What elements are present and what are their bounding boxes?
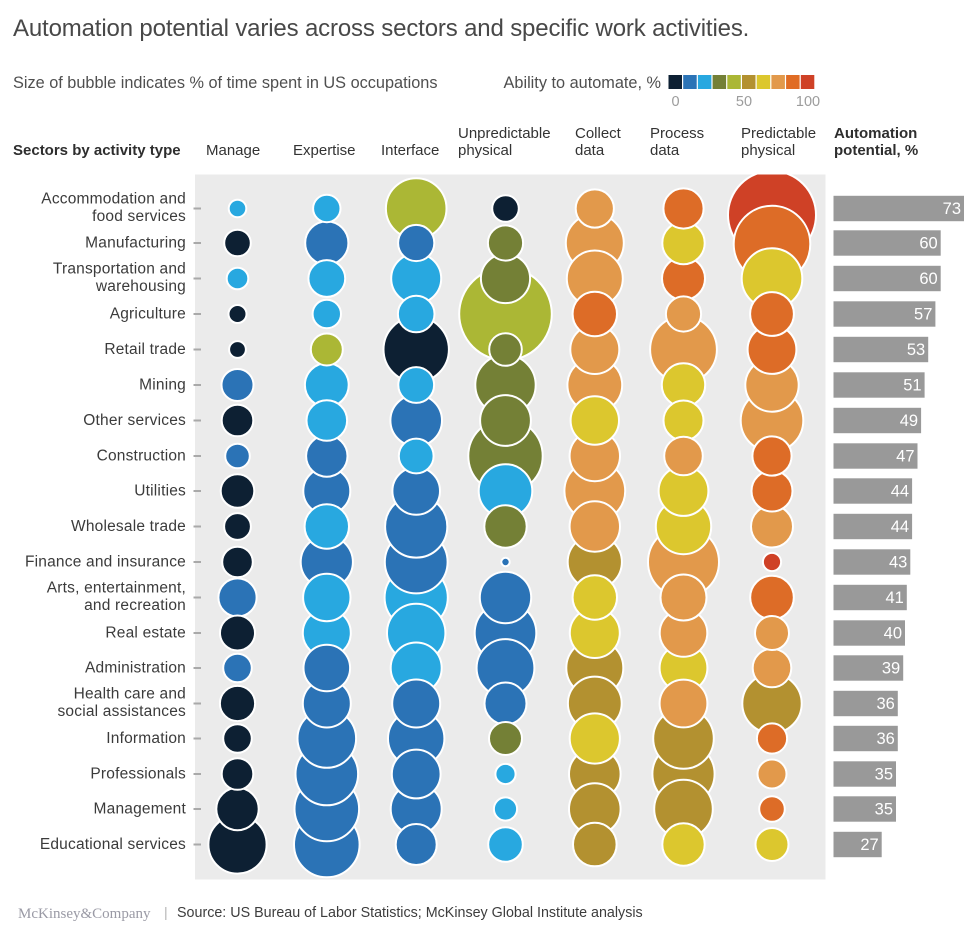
svg-text:41: 41 [885,589,903,607]
svg-text:Expertise: Expertise [293,142,356,159]
svg-text:47: 47 [896,448,914,466]
svg-text:Health care and: Health care and [74,686,186,703]
svg-text:Arts, entertainment,: Arts, entertainment, [47,580,186,597]
svg-text:|: | [164,904,168,920]
svg-text:36: 36 [876,730,894,748]
svg-text:Educational services: Educational services [40,836,186,853]
svg-text:Manage: Manage [206,142,260,159]
svg-text:60: 60 [919,270,937,288]
svg-text:Process: Process [650,125,704,142]
svg-text:Professionals: Professionals [90,766,186,783]
svg-text:potential, %: potential, % [834,142,918,159]
svg-text:35: 35 [875,766,893,784]
svg-text:Information: Information [106,730,186,747]
svg-text:and recreation: and recreation [84,597,186,614]
svg-text:35: 35 [875,801,893,819]
svg-text:Other services: Other services [83,412,186,429]
svg-text:food services: food services [92,208,186,225]
svg-text:40: 40 [884,625,902,643]
svg-text:73: 73 [943,200,961,218]
svg-text:data: data [650,142,680,159]
svg-text:44: 44 [891,483,909,501]
svg-text:Manufacturing: Manufacturing [85,235,186,252]
svg-text:social assistances: social assistances [57,703,186,720]
svg-text:44: 44 [891,518,909,536]
svg-text:51: 51 [903,377,921,395]
svg-text:data: data [575,142,605,159]
svg-text:Finance and insurance: Finance and insurance [25,554,186,571]
svg-text:36: 36 [876,695,894,713]
svg-text:Transportation and: Transportation and [53,261,186,278]
svg-text:Source: US Bureau of Labor Sta: Source: US Bureau of Labor Statistics; M… [177,905,643,921]
svg-text:Automation: Automation [834,125,917,142]
svg-text:Size of bubble indicates % of: Size of bubble indicates % of time spent… [13,74,437,92]
svg-text:Interface: Interface [381,142,439,159]
svg-text:Construction: Construction [97,448,186,465]
svg-text:physical: physical [458,142,512,159]
svg-text:60: 60 [919,235,937,253]
svg-text:Automation potential varies ac: Automation potential varies across secto… [13,15,749,42]
svg-text:49: 49 [900,412,918,430]
svg-text:39: 39 [882,660,900,678]
svg-text:Management: Management [94,801,187,818]
svg-text:Mining: Mining [139,377,186,394]
svg-text:Collect: Collect [575,125,622,142]
svg-text:Accommodation and: Accommodation and [41,191,186,208]
svg-text:Ability to automate, %: Ability to automate, % [504,74,661,92]
svg-text:Retail trade: Retail trade [104,341,186,358]
svg-text:warehousing: warehousing [95,278,186,295]
svg-text:43: 43 [889,554,907,572]
svg-text:50: 50 [736,94,752,110]
svg-text:physical: physical [741,142,795,159]
svg-text:Wholesale trade: Wholesale trade [71,518,186,535]
svg-text:Unpredictable: Unpredictable [458,125,551,142]
svg-text:McKinsey&Company: McKinsey&Company [18,906,151,922]
svg-text:Utilities: Utilities [134,483,186,500]
svg-text:53: 53 [907,341,925,359]
svg-text:27: 27 [860,836,878,854]
svg-text:0: 0 [671,94,679,110]
svg-text:Predictable: Predictable [741,125,816,142]
svg-text:Real estate: Real estate [105,625,186,642]
svg-text:Agriculture: Agriculture [110,306,186,323]
svg-text:100: 100 [796,94,820,110]
svg-text:Sectors by activity type: Sectors by activity type [13,142,181,159]
svg-text:Administration: Administration [85,660,186,677]
svg-text:57: 57 [914,306,932,324]
